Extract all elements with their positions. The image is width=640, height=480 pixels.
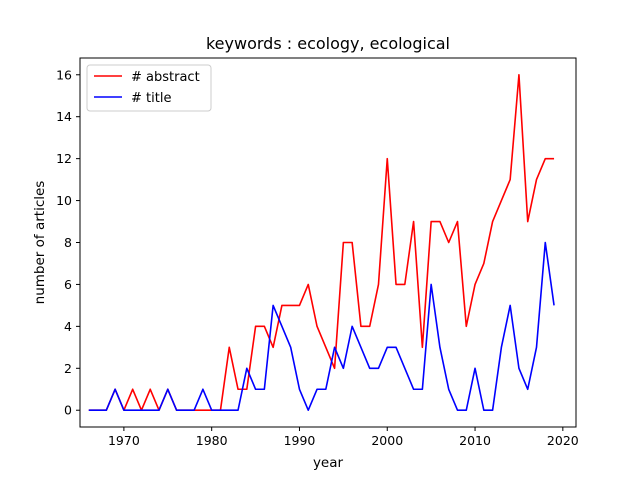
legend: # abstract # title [86, 64, 212, 112]
x-tick-label: 1970 [108, 433, 140, 448]
y-tick-label: 10 [56, 193, 72, 208]
x-tick-label: 1990 [284, 433, 316, 448]
series-line-title [88, 241, 555, 412]
y-axis-label: number of articles [32, 181, 48, 305]
y-tick-label: 4 [64, 319, 72, 334]
x-tick-label: 1980 [196, 433, 228, 448]
x-tick-label: 2010 [459, 433, 491, 448]
y-tick-label: 6 [64, 277, 72, 292]
y-tick-label: 16 [56, 67, 72, 82]
x-tick-labels: 1970 1980 1990 2000 2010 2020 [108, 433, 579, 448]
y-tick-label: 12 [56, 151, 72, 166]
x-axis-label: year [313, 455, 344, 471]
y-tick-labels: 0 2 4 6 8 10 12 14 16 [56, 67, 72, 417]
y-tick-label: 8 [64, 235, 72, 250]
series-lines [88, 73, 555, 412]
x-tick-label: 2020 [547, 433, 579, 448]
y-tick-label: 2 [64, 361, 72, 376]
chart-title: keywords : ecology, ecological [206, 34, 450, 53]
legend-label-abstract: # abstract [131, 70, 200, 85]
axis-ticks [76, 74, 564, 431]
y-tick-label: 0 [64, 403, 72, 418]
y-tick-label: 14 [56, 109, 72, 124]
legend-label-title: # title [131, 91, 171, 106]
x-tick-label: 2000 [371, 433, 403, 448]
